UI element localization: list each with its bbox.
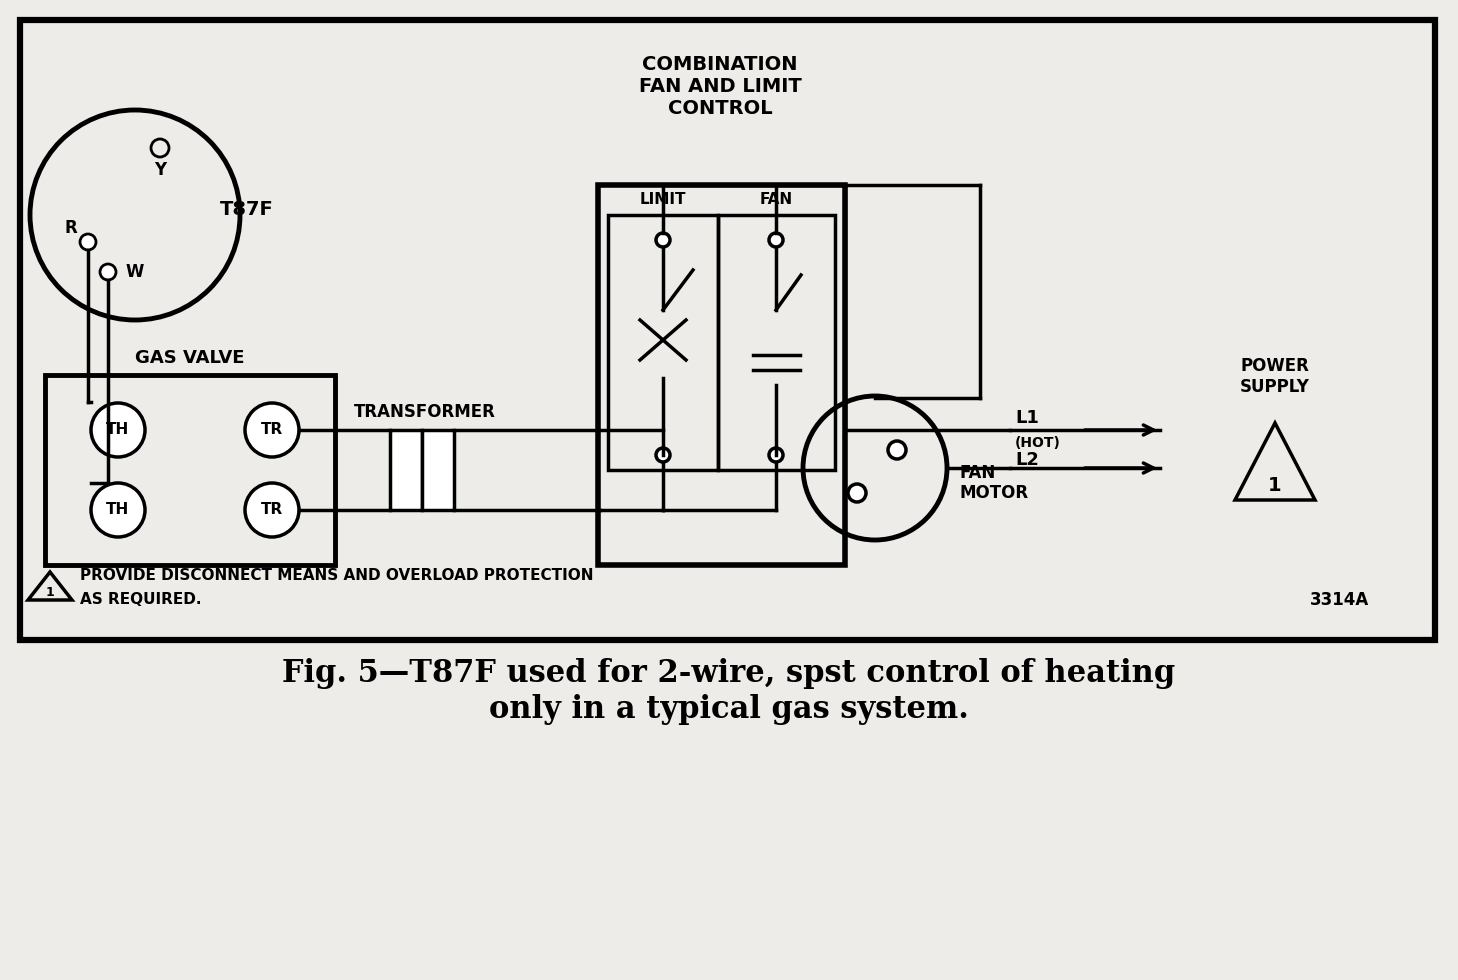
Bar <box>20 20 1435 640</box>
Text: COMBINATION
FAN AND LIMIT
CONTROL: COMBINATION FAN AND LIMIT CONTROL <box>639 55 802 118</box>
Text: TR: TR <box>261 503 283 517</box>
Circle shape <box>656 448 671 462</box>
Text: Y: Y <box>155 161 166 179</box>
Text: TR: TR <box>261 422 283 437</box>
Bar <box>598 185 846 565</box>
Circle shape <box>888 441 905 459</box>
Text: L2: L2 <box>1015 451 1040 469</box>
Text: TRANSFORMER: TRANSFORMER <box>354 403 496 421</box>
Text: AS REQUIRED.: AS REQUIRED. <box>80 593 201 608</box>
Circle shape <box>656 233 671 247</box>
Circle shape <box>245 403 299 457</box>
Text: FAN
MOTOR: FAN MOTOR <box>959 464 1029 503</box>
Circle shape <box>768 448 783 462</box>
Circle shape <box>101 264 117 280</box>
Circle shape <box>90 403 144 457</box>
Text: FAN: FAN <box>760 192 793 208</box>
Circle shape <box>245 483 299 537</box>
Circle shape <box>768 233 783 247</box>
Text: GAS VALVE: GAS VALVE <box>136 349 245 367</box>
Bar <box>608 215 717 470</box>
Bar <box>45 375 335 565</box>
Text: TH: TH <box>106 503 130 517</box>
Text: L1: L1 <box>1015 409 1040 427</box>
Text: LIMIT: LIMIT <box>640 192 687 208</box>
Text: W: W <box>125 263 144 281</box>
Text: 3314A: 3314A <box>1311 591 1369 609</box>
Text: TH: TH <box>106 422 130 437</box>
Text: T87F: T87F <box>220 201 274 220</box>
Text: PROVIDE DISCONNECT MEANS AND OVERLOAD PROTECTION: PROVIDE DISCONNECT MEANS AND OVERLOAD PR… <box>80 567 593 582</box>
Text: 1: 1 <box>1268 476 1282 496</box>
Circle shape <box>90 483 144 537</box>
Circle shape <box>80 234 96 250</box>
Text: R: R <box>64 219 77 237</box>
Text: Fig. 5—T87F used for 2-wire, spst control of heating
only in a typical gas syste: Fig. 5—T87F used for 2-wire, spst contro… <box>283 658 1175 725</box>
Bar <box>717 215 835 470</box>
Bar <box>389 430 421 510</box>
Text: 1: 1 <box>45 585 54 599</box>
Circle shape <box>849 484 866 502</box>
Text: POWER
SUPPLY: POWER SUPPLY <box>1241 357 1309 396</box>
Text: (HOT): (HOT) <box>1015 436 1061 450</box>
Bar <box>421 430 453 510</box>
